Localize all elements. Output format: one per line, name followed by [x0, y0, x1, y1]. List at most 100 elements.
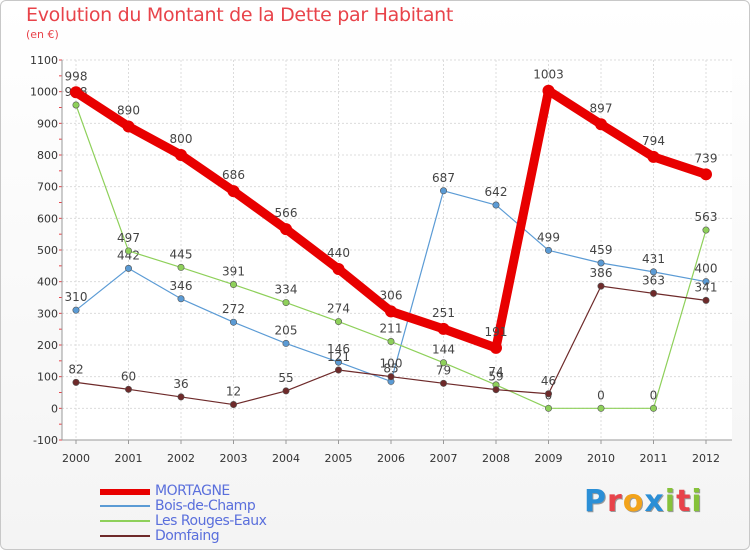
data-point-bois-de-champ	[649, 268, 657, 276]
legend-swatch-les-rouges-eaux	[100, 520, 150, 522]
logo-letter: i	[664, 484, 677, 519]
data-point-mortagne	[647, 150, 660, 163]
data-point-domfaing	[230, 401, 238, 409]
data-point-mortagne	[490, 341, 502, 354]
chart-title: Evolution du Montant de la Dette par Hab…	[26, 4, 454, 26]
data-label-domfaing: 82	[68, 362, 83, 376]
data-point-les-rouges-eaux	[125, 247, 133, 255]
data-label-domfaing: 60	[121, 369, 136, 383]
data-point-bois-de-champ	[72, 306, 80, 314]
data-point-mortagne	[332, 263, 345, 275]
x-tick-label: 2011	[640, 452, 668, 465]
data-point-bois-de-champ	[282, 339, 290, 347]
data-point-mortagne	[175, 149, 187, 161]
y-tick-label: 0	[51, 402, 58, 415]
data-label-domfaing: 121	[327, 350, 350, 364]
data-label-mortagne: 440	[327, 246, 350, 260]
data-label-mortagne: 566	[275, 206, 298, 220]
data-label-les-rouges-eaux: 391	[222, 265, 245, 279]
data-label-les-rouges-eaux: 563	[695, 210, 718, 224]
data-point-domfaing	[334, 366, 342, 374]
data-point-mortagne	[122, 120, 135, 133]
logo-letter: r	[607, 484, 623, 519]
data-label-domfaing: 363	[642, 273, 665, 287]
data-label-bois-de-champ: 642	[485, 185, 508, 199]
y-tick-label: -100	[33, 434, 58, 447]
data-point-domfaing	[597, 282, 605, 290]
data-point-mortagne	[70, 86, 82, 99]
data-label-bois-de-champ: 146	[327, 342, 350, 356]
data-label-mortagne: 794	[642, 134, 665, 148]
logo-letter: P	[584, 484, 607, 519]
y-tick-label: 600	[37, 212, 58, 225]
y-tick-label: 500	[37, 244, 58, 257]
data-label-mortagne: 1003	[533, 68, 564, 82]
logo-letter: i	[691, 484, 703, 519]
proxiti-logo: Proxiti	[584, 484, 703, 519]
data-label-les-rouges-eaux: 0	[650, 388, 658, 402]
x-tick-label: 2008	[482, 452, 510, 465]
data-point-mortagne	[700, 168, 712, 181]
x-tick-label: 2007	[430, 452, 458, 465]
data-point-mortagne	[227, 185, 240, 198]
data-label-bois-de-champ: 687	[432, 171, 455, 185]
data-point-bois-de-champ	[492, 201, 500, 209]
data-label-les-rouges-eaux: 211	[380, 322, 403, 336]
data-point-les-rouges-eaux	[282, 299, 290, 307]
data-point-les-rouges-eaux	[439, 359, 447, 367]
legend-label: Domfaing	[155, 528, 220, 544]
data-point-mortagne	[542, 84, 555, 97]
logo-letter: t	[676, 484, 692, 519]
data-point-domfaing	[282, 387, 290, 395]
data-point-domfaing	[125, 385, 133, 393]
data-point-bois-de-champ	[439, 187, 447, 195]
data-label-bois-de-champ: 459	[590, 243, 613, 257]
x-tick-label: 2004	[272, 452, 300, 465]
data-point-bois-de-champ	[125, 264, 133, 272]
y-tick-label: 300	[37, 307, 58, 320]
y-tick-label: 200	[37, 339, 58, 352]
logo-letter: o	[622, 484, 645, 519]
data-point-mortagne	[437, 322, 450, 335]
x-tick-label: 2009	[535, 452, 563, 465]
data-label-mortagne: 800	[170, 132, 193, 146]
data-point-mortagne	[280, 223, 292, 236]
x-tick-label: 2010	[587, 452, 615, 465]
x-tick-label: 2005	[325, 452, 353, 465]
legend-label: Bois-de-Champ	[155, 498, 256, 514]
legend-label: MORTAGNE	[155, 483, 230, 499]
data-point-bois-de-champ	[334, 358, 342, 366]
data-label-domfaing: 79	[436, 363, 451, 377]
data-label-mortagne: 890	[117, 104, 140, 118]
data-label-les-rouges-eaux: 497	[117, 231, 140, 245]
data-point-les-rouges-eaux	[334, 318, 342, 326]
data-label-les-rouges-eaux: 74	[488, 365, 503, 379]
data-label-les-rouges-eaux: 0	[597, 388, 605, 402]
data-label-mortagne: 686	[222, 168, 245, 182]
y-tick-label: 700	[37, 181, 58, 194]
data-point-les-rouges-eaux	[177, 263, 185, 271]
data-label-bois-de-champ: 346	[170, 279, 193, 293]
data-label-bois-de-champ: 442	[117, 248, 140, 262]
data-label-bois-de-champ: 272	[222, 302, 245, 316]
data-label-bois-de-champ: 310	[65, 290, 88, 304]
y-tick-label: 400	[37, 276, 58, 289]
y-tick-label: 1100	[30, 54, 58, 67]
y-tick-label: 800	[37, 149, 58, 162]
data-point-mortagne	[595, 118, 607, 131]
legend-swatch-bois-de-champ	[100, 505, 150, 507]
data-point-bois-de-champ	[177, 295, 185, 303]
data-point-bois-de-champ	[230, 318, 238, 326]
data-label-mortagne: 897	[590, 101, 613, 115]
legend-swatch-domfaing	[100, 535, 150, 537]
data-point-bois-de-champ	[597, 259, 605, 267]
data-label-domfaing: 12	[226, 385, 241, 399]
chart-subtitle: (en €)	[26, 28, 59, 41]
data-label-bois-de-champ: 85	[383, 361, 398, 375]
data-label-bois-de-champ: 431	[642, 252, 665, 266]
data-point-les-rouges-eaux	[544, 404, 552, 412]
data-label-les-rouges-eaux: 274	[327, 302, 350, 316]
plot-area	[62, 60, 732, 440]
data-point-les-rouges-eaux	[230, 281, 238, 289]
data-point-domfaing	[177, 393, 185, 401]
